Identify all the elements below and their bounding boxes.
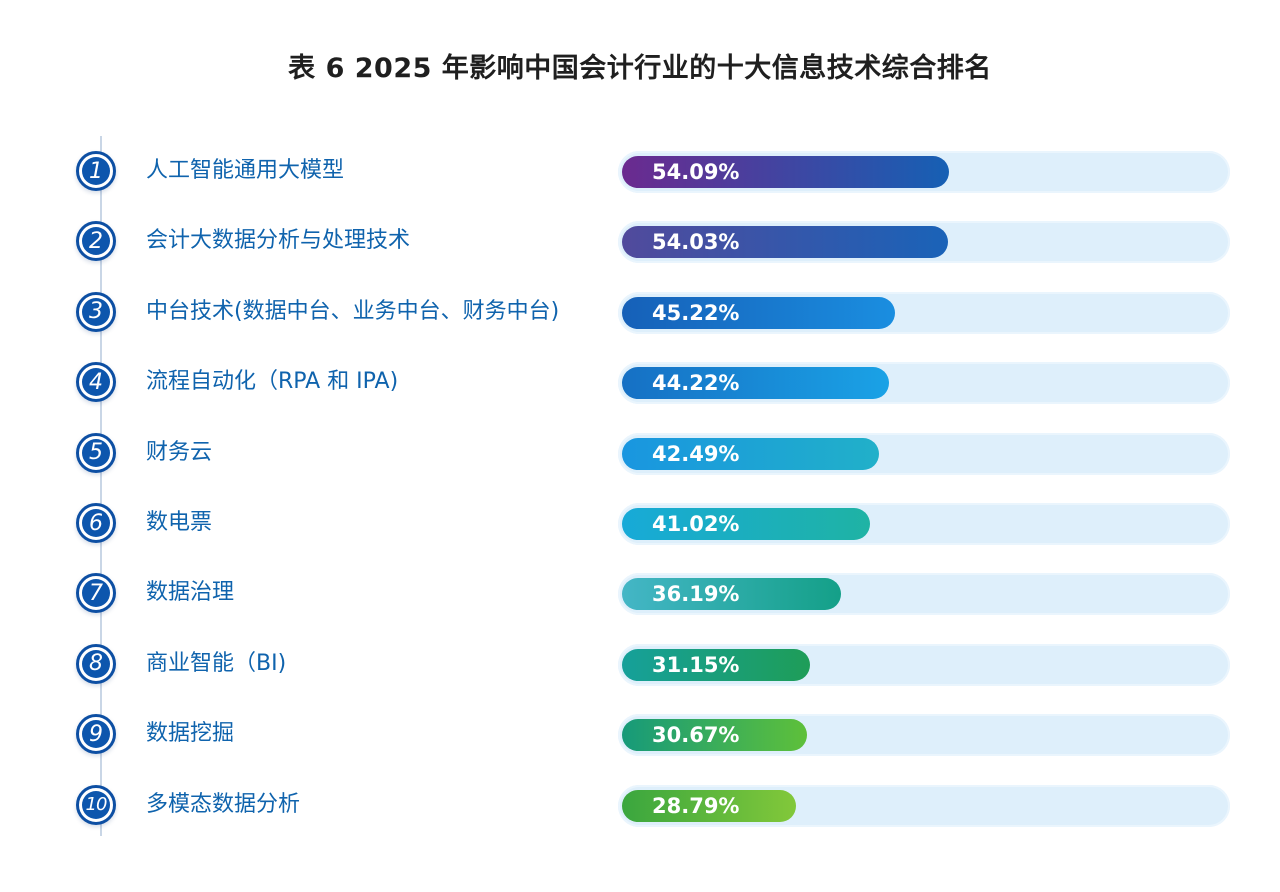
bar-track: 31.15%	[618, 643, 1230, 686]
rank-badge: 8	[76, 643, 116, 684]
bar: 30.67%	[622, 719, 807, 752]
rank-number: 3	[82, 297, 110, 326]
bar-value-label: 28.79%	[652, 793, 740, 818]
bar-track: 45.22%	[618, 291, 1230, 334]
bar-track: 44.22%	[618, 362, 1230, 405]
rank-badge: 9	[76, 714, 116, 755]
bar-value-label: 41.02%	[652, 512, 740, 536]
rank-badge: 2	[76, 221, 116, 262]
chart-row: 3 中台技术(数据中台、业务中台、财务中台) 45.22%	[0, 280, 1280, 350]
chart-row: 4 流程自动化（RPA 和 IPA) 44.22%	[0, 350, 1280, 420]
bar-track: 54.03%	[618, 221, 1230, 264]
bar-value-label: 54.03%	[652, 230, 740, 255]
chart-row: 8 商业智能（BI) 31.15%	[0, 632, 1280, 702]
category-label: 财务云	[146, 439, 213, 465]
rank-number: 2	[82, 227, 110, 256]
chart-title: 表 6 2025 年影响中国会计行业的十大信息技术综合排名	[288, 53, 992, 84]
category-label: 多模态数据分析	[146, 791, 301, 817]
bar-track: 36.19%	[618, 573, 1230, 616]
bar-value-label: 30.67%	[652, 723, 740, 748]
category-label: 数据治理	[146, 580, 235, 606]
bar: 31.15%	[622, 648, 810, 681]
bar-value-label: 31.15%	[652, 652, 740, 677]
chart-row: 1 人工智能通用大模型 54.09%	[0, 139, 1280, 209]
bar: 36.19%	[622, 578, 841, 611]
bar-track: 54.09%	[618, 151, 1230, 193]
rank-badge: 10	[76, 784, 116, 825]
category-label: 人工智能通用大模型	[146, 158, 345, 183]
bar: 28.79%	[622, 789, 796, 822]
rank-badge: 6	[76, 503, 116, 543]
category-label: 会计大数据分析与处理技术	[146, 228, 411, 254]
bar: 44.22%	[622, 367, 889, 400]
chart-row: 9 数据挖掘 30.67%	[0, 702, 1280, 772]
rank-number: 7	[82, 579, 110, 608]
category-label: 商业智能（BI)	[146, 650, 287, 676]
bar-track: 30.67%	[618, 714, 1230, 757]
rank-badge: 1	[76, 151, 116, 191]
rank-number: 1	[82, 157, 110, 185]
bar: 41.02%	[622, 508, 870, 540]
rank-number: 6	[82, 509, 110, 537]
rank-badge: 4	[76, 362, 116, 403]
chart-row: 6 数电票 41.02%	[0, 491, 1280, 561]
bar: 42.49%	[622, 437, 879, 470]
rank-connector-line	[100, 136, 102, 836]
rank-number: 4	[82, 368, 110, 397]
bar-value-label: 54.09%	[652, 160, 740, 184]
rank-number: 10	[82, 790, 110, 819]
bar: 54.09%	[622, 156, 949, 188]
category-label: 中台技术(数据中台、业务中台、财务中台)	[146, 298, 560, 324]
bar-value-label: 36.19%	[652, 582, 740, 607]
bar-track: 42.49%	[618, 432, 1230, 475]
bar: 54.03%	[622, 226, 948, 259]
category-label: 数电票	[146, 510, 213, 535]
chart-row: 2 会计大数据分析与处理技术 54.03%	[0, 209, 1280, 279]
rank-number: 5	[82, 438, 110, 467]
category-label: 流程自动化（RPA 和 IPA)	[146, 369, 399, 395]
chart-row: 5 财务云 42.49%	[0, 421, 1280, 491]
category-label: 数据挖掘	[146, 721, 235, 747]
rank-badge: 5	[76, 432, 116, 473]
rank-number: 9	[82, 720, 110, 749]
rank-number: 8	[82, 649, 110, 678]
bar-value-label: 42.49%	[652, 441, 740, 466]
bar-track: 28.79%	[618, 784, 1230, 827]
bar-track: 41.02%	[618, 503, 1230, 545]
rank-badge: 3	[76, 291, 116, 332]
chart-row: 10 多模态数据分析 28.79%	[0, 773, 1280, 843]
chart-row: 7 数据治理 36.19%	[0, 561, 1280, 631]
bar: 45.22%	[622, 296, 895, 329]
bar-value-label: 44.22%	[652, 371, 740, 396]
rank-badge: 7	[76, 573, 116, 614]
bar-value-label: 45.22%	[652, 300, 740, 325]
